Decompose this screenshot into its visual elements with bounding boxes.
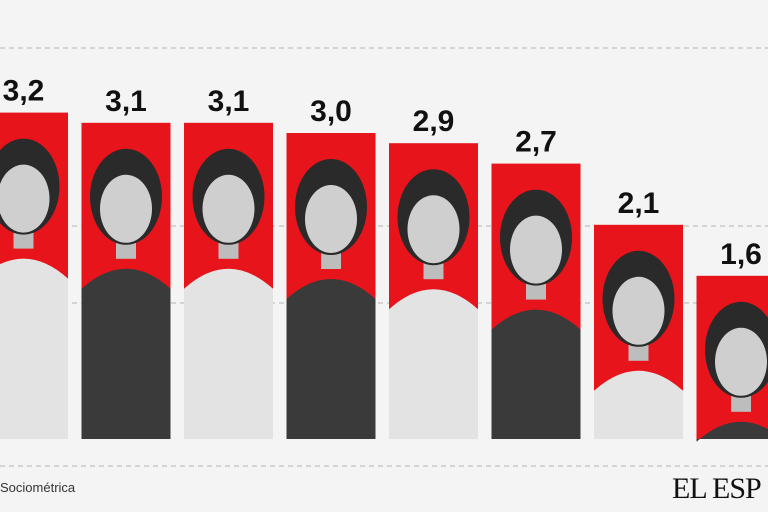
bar bbox=[594, 224, 683, 439]
value-labels-group: 3,2 3,1 3,1 3,0 2,9 2,7 2,1 1,6 bbox=[3, 75, 762, 271]
value-label: 2,9 bbox=[413, 105, 455, 138]
value-label: 1,6 bbox=[720, 238, 762, 271]
bar bbox=[286, 133, 376, 439]
bar bbox=[81, 122, 171, 440]
bar bbox=[389, 143, 478, 439]
value-label: 3,1 bbox=[208, 85, 250, 118]
value-label: 2,1 bbox=[618, 187, 660, 220]
value-label: 3,0 bbox=[310, 95, 352, 128]
bar bbox=[696, 275, 768, 442]
newspaper-logo: EL ESP bbox=[672, 472, 762, 505]
value-label: 3,1 bbox=[105, 85, 147, 118]
portrait-photo bbox=[0, 138, 68, 439]
source-label: Sociométrica bbox=[0, 480, 76, 495]
portrait-photo bbox=[696, 301, 768, 442]
portrait-photo bbox=[491, 189, 581, 439]
bars-group bbox=[0, 112, 768, 442]
portrait-photo bbox=[184, 148, 273, 439]
value-label: 3,2 bbox=[3, 75, 45, 108]
bar bbox=[491, 163, 581, 439]
portrait-photo bbox=[594, 250, 683, 439]
bar bbox=[184, 122, 273, 440]
value-label: 2,7 bbox=[515, 126, 557, 159]
portrait-photo bbox=[286, 159, 376, 439]
portrait-photo bbox=[389, 169, 478, 439]
bar bbox=[0, 112, 68, 439]
portrait-photo bbox=[81, 148, 171, 439]
